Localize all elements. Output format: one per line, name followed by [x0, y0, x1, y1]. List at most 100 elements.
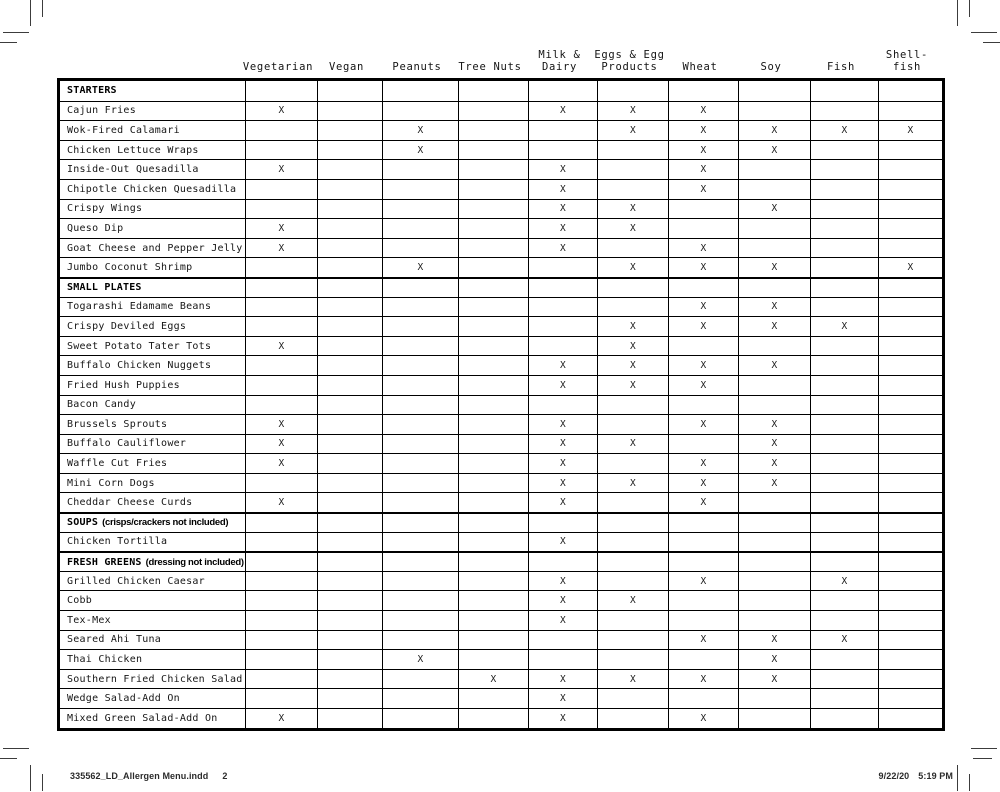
allergen-cell: [245, 81, 317, 101]
allergen-cell: [738, 532, 810, 552]
allergen-cell: [810, 709, 878, 728]
item-label: Buffalo Chicken Nuggets: [67, 360, 212, 372]
allergen-cell: [317, 473, 382, 493]
allergen-cell: X: [738, 121, 810, 140]
allergen-cell: [810, 199, 878, 219]
allergen-cell: [528, 81, 597, 101]
allergen-cell: [878, 317, 942, 336]
allergen-cell: [382, 709, 458, 728]
item-name-cell: Chicken Lettuce Wraps: [60, 141, 245, 160]
section-row: SMALL PLATES: [60, 276, 942, 297]
allergen-cell: X: [668, 473, 738, 493]
crop-mark: [0, 758, 17, 759]
allergen-cell: [458, 219, 528, 238]
item-label: Crispy Wings: [67, 203, 143, 215]
allergen-cell: X: [245, 336, 317, 356]
table-row: Mixed Green Salad-Add On X X X: [60, 708, 942, 728]
allergen-cell: [668, 81, 738, 101]
allergen-cell: X: [245, 160, 317, 179]
allergen-cell: X: [597, 375, 668, 395]
allergen-cell: [878, 179, 942, 199]
allergen-cell: [528, 650, 597, 669]
allergen-cell: [878, 532, 942, 552]
item-name-cell: Cobb: [60, 591, 245, 610]
allergen-cell: X: [738, 199, 810, 219]
table-row: Tex-Mex X: [60, 610, 942, 630]
table-row: Waffle Cut Fries X X X X: [60, 453, 942, 473]
allergen-cell: [528, 317, 597, 336]
allergen-cell: [317, 199, 382, 219]
item-name-cell: Jumbo Coconut Shrimp: [60, 258, 245, 277]
allergen-cell: [245, 514, 317, 532]
allergen-cell: [810, 375, 878, 395]
allergen-cell: [458, 317, 528, 336]
allergen-cell: [738, 219, 810, 238]
allergen-cell: [597, 238, 668, 258]
allergen-cell: [597, 532, 668, 552]
allergen-cell: X: [528, 709, 597, 728]
crop-mark: [983, 42, 1000, 43]
allergen-cell: [245, 689, 317, 708]
allergen-cell: [810, 493, 878, 513]
allergen-cell: X: [597, 121, 668, 140]
allergen-cell: X: [668, 415, 738, 434]
allergen-cell: X: [245, 434, 317, 454]
table-row: Inside-Out Quesadilla X X X: [60, 159, 942, 179]
section-row: SOUPS (crisps/crackers not included): [60, 512, 942, 532]
allergen-cell: [668, 219, 738, 238]
allergen-cell: [458, 278, 528, 297]
allergen-cell: [317, 454, 382, 473]
table-row: Crispy Wings X X X: [60, 198, 942, 219]
item-name-cell: Chicken Tortilla: [60, 533, 245, 552]
item-label: Cajun Fries: [67, 105, 136, 117]
allergen-cell: [382, 375, 458, 395]
allergen-cell: [317, 669, 382, 689]
footer-timestamp: 9/22/20 5:19 PM: [879, 771, 953, 781]
allergen-cell: [458, 591, 528, 611]
allergen-cell: [878, 493, 942, 513]
allergen-cell: X: [245, 709, 317, 728]
item-name-cell: Togarashi Edamame Beans: [60, 298, 245, 317]
allergen-cell: [878, 709, 942, 728]
crop-mark: [973, 758, 992, 759]
allergen-cell: [382, 434, 458, 454]
item-name-cell: Cajun Fries: [60, 102, 245, 121]
allergen-cell: [810, 514, 878, 532]
allergen-cell: [738, 179, 810, 199]
allergen-cell: X: [528, 101, 597, 121]
allergen-cell: [597, 140, 668, 160]
crop-mark: [0, 42, 17, 43]
allergen-cell: [668, 395, 738, 415]
allergen-cell: [317, 140, 382, 160]
allergen-cell: X: [738, 140, 810, 160]
allergen-cell: [810, 81, 878, 101]
allergen-cell: [245, 395, 317, 415]
allergen-cell: [458, 81, 528, 101]
allergen-cell: [245, 532, 317, 552]
table-row: Buffalo Cauliflower X X X X: [60, 433, 942, 454]
item-name-cell: Mini Corn Dogs: [60, 474, 245, 493]
table-row: Brussels Sprouts X X X X: [60, 414, 942, 434]
table-row: Grilled Chicken Caesar X X X: [60, 570, 942, 591]
column-header-row: Vegetarian Vegan Peanuts Tree Nuts Milk & Da…: [57, 40, 945, 76]
allergen-cell: [317, 689, 382, 708]
allergen-cell: X: [528, 493, 597, 513]
footer-page-number: 2: [222, 771, 228, 781]
allergen-cell: [245, 317, 317, 336]
allergen-cell: [878, 591, 942, 611]
allergen-cell: X: [597, 356, 668, 375]
crop-mark: [30, 0, 31, 26]
allergen-cell: X: [528, 415, 597, 434]
crop-mark: [30, 765, 31, 791]
allergen-cell: X: [597, 336, 668, 356]
allergen-cell: X: [528, 689, 597, 708]
item-label: SMALL PLATES: [67, 282, 142, 294]
item-name-cell: Goat Cheese and Pepper Jelly: [60, 239, 245, 258]
allergen-cell: X: [668, 317, 738, 336]
allergen-cell: X: [597, 101, 668, 121]
allergen-cell: [597, 278, 668, 297]
column-header: Vegan: [328, 60, 365, 73]
column-header: Fish: [826, 60, 856, 73]
allergen-cell: [458, 375, 528, 395]
allergen-cell: [878, 81, 942, 101]
